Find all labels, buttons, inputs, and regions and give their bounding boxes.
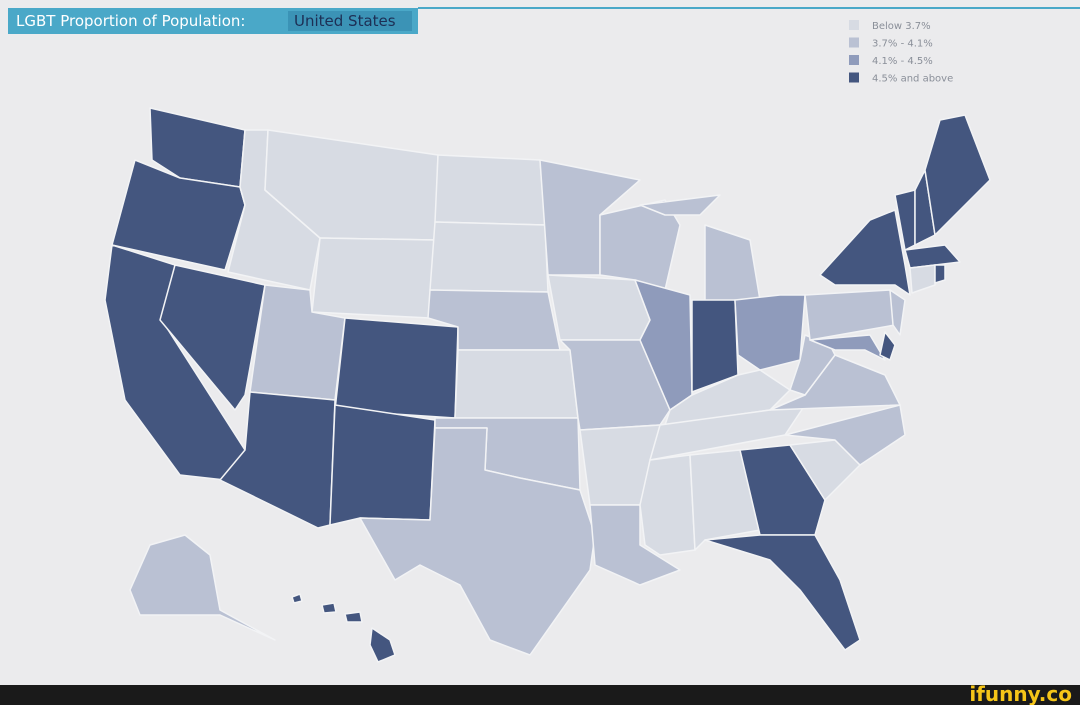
state <box>329 404 436 526</box>
state <box>359 427 596 656</box>
state <box>291 593 303 604</box>
state <box>924 114 991 236</box>
title-highlight: United States <box>294 12 396 30</box>
legend-swatch <box>849 20 859 30</box>
legend-swatch <box>849 37 859 48</box>
legend-swatch <box>849 72 859 83</box>
state <box>334 317 459 419</box>
state <box>934 264 946 284</box>
state <box>159 264 266 411</box>
state <box>429 221 549 293</box>
state <box>889 289 906 336</box>
state <box>344 611 363 623</box>
watermark: ifunny.co <box>969 682 1072 705</box>
state <box>639 194 721 216</box>
footer-bar <box>0 685 1080 705</box>
legend-label: 3.7% - 4.1% <box>872 39 933 50</box>
state <box>649 404 806 461</box>
state <box>321 602 337 614</box>
state <box>689 449 761 551</box>
state <box>809 334 886 361</box>
state <box>704 534 861 651</box>
state <box>454 349 579 419</box>
legend-swatch <box>849 55 859 65</box>
legend-label: Below 3.7% <box>872 21 931 32</box>
state <box>734 294 806 371</box>
title-highlight-box <box>288 11 412 31</box>
state <box>639 454 696 556</box>
state <box>434 154 546 226</box>
legend-label: 4.5% and above <box>872 74 953 85</box>
state <box>904 244 961 269</box>
state <box>879 331 896 361</box>
state <box>219 391 336 529</box>
title: LGBT Proportion of Population: <box>16 12 245 30</box>
state <box>129 534 276 641</box>
legend-label: 4.1% - 4.5% <box>872 56 933 67</box>
state <box>369 627 396 663</box>
state <box>311 237 436 319</box>
legend: Below 3.7% 3.7% - 4.1% 4.1% - 4.5% 4.5% and… <box>849 20 953 85</box>
state <box>784 404 906 466</box>
states <box>104 107 991 663</box>
state <box>819 209 911 296</box>
state <box>909 264 936 294</box>
state <box>769 354 901 411</box>
state <box>547 274 651 341</box>
